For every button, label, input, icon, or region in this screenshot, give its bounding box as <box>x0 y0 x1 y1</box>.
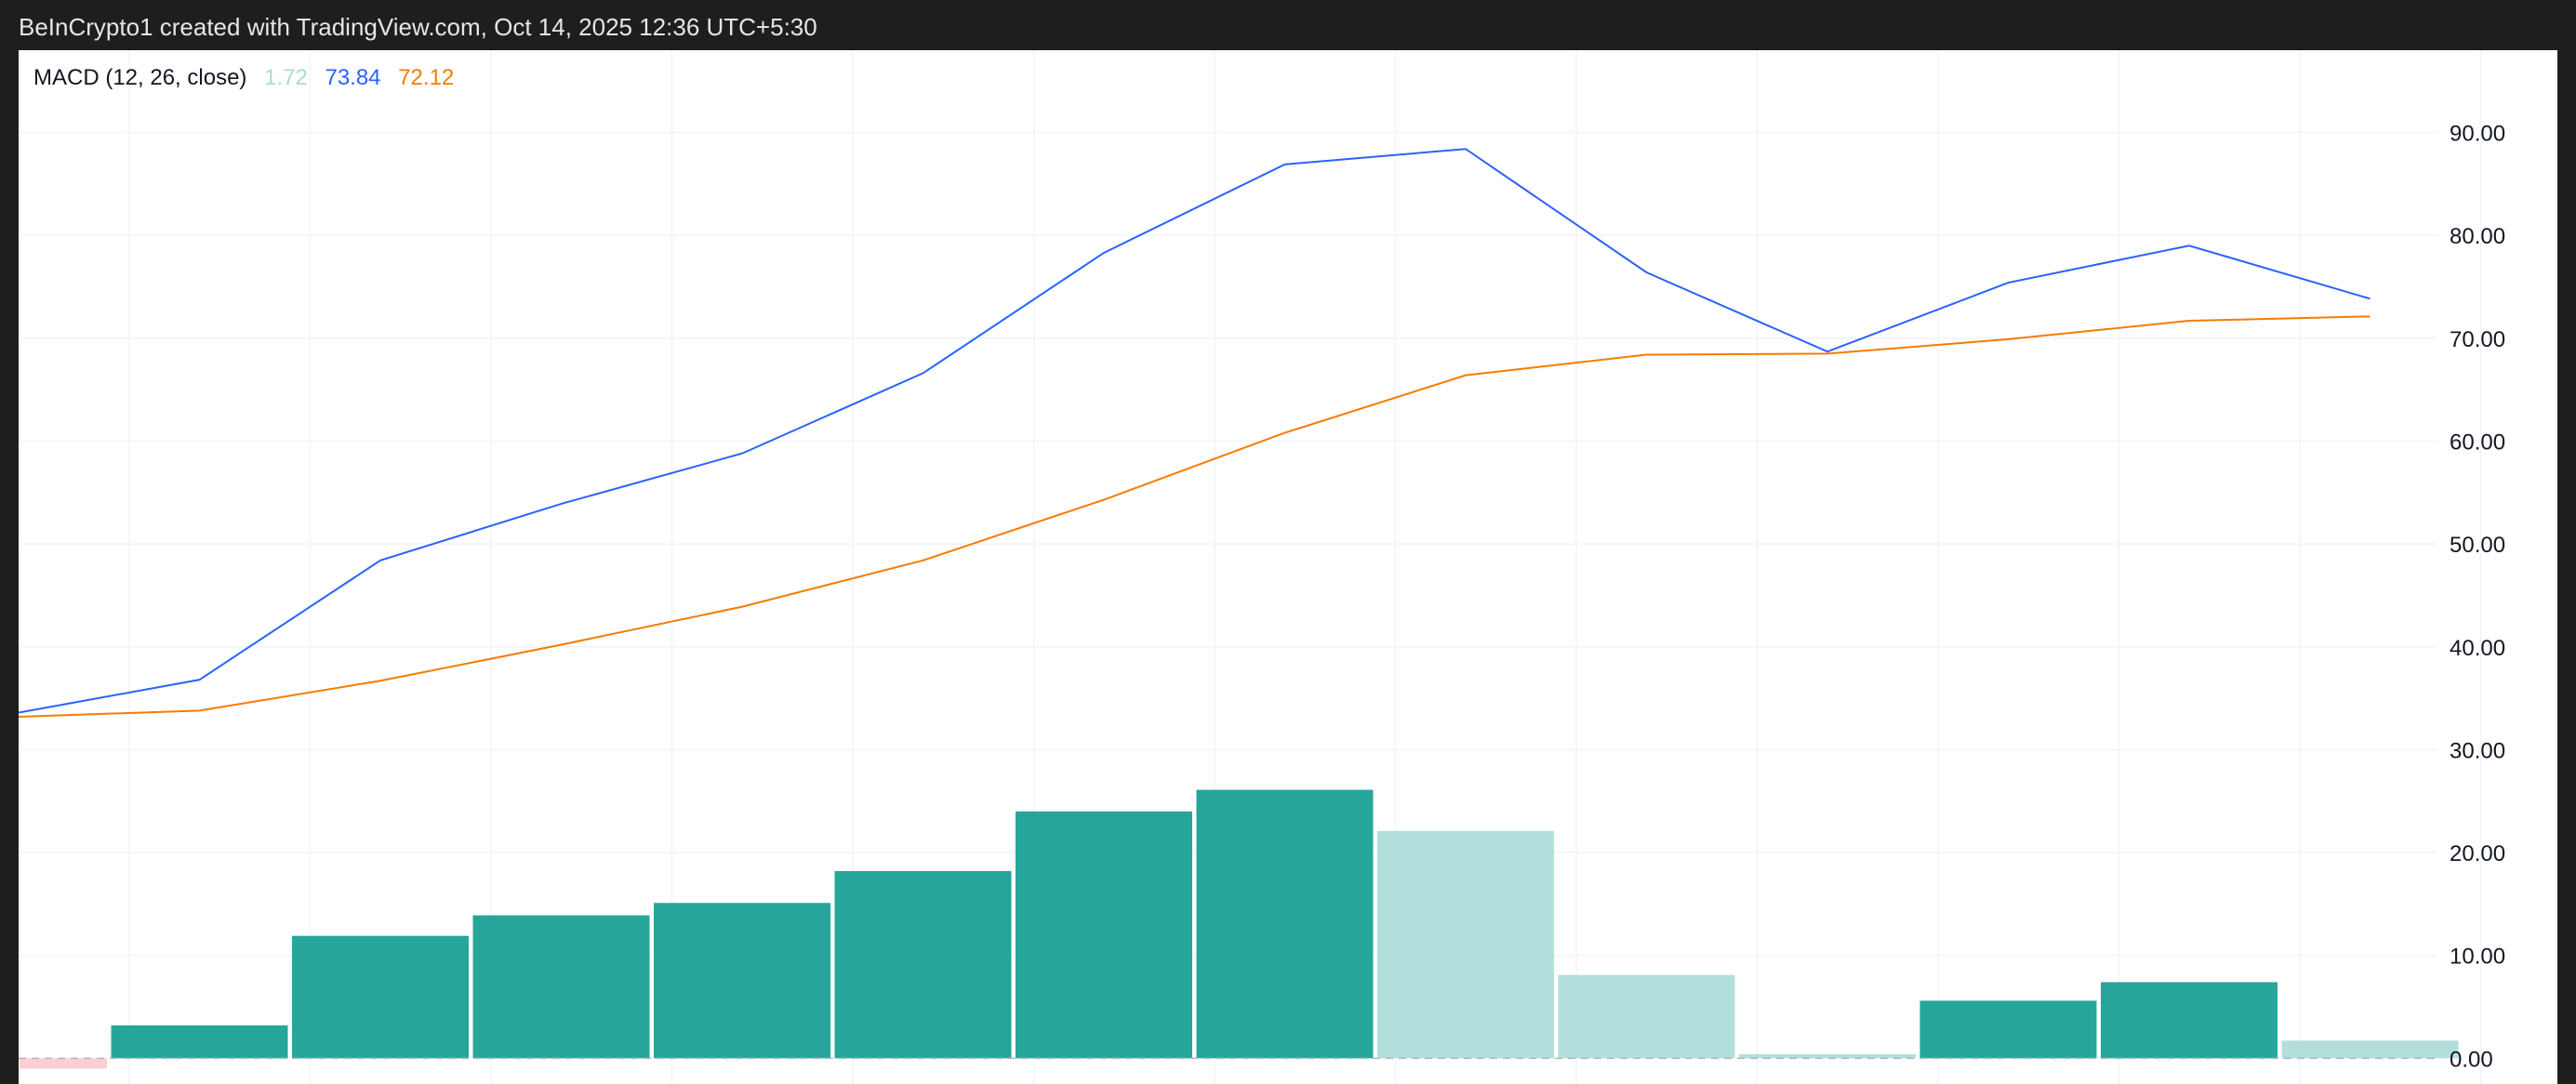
y-tick-label: 40.00 <box>2450 636 2505 661</box>
histogram-bar <box>472 915 650 1059</box>
histogram-bar <box>292 935 469 1059</box>
y-tick-label: 70.00 <box>2450 327 2505 352</box>
indicator-legend[interactable]: MACD (12, 26, close) 1.72 73.84 72.12 <box>33 65 465 91</box>
histogram-value: 1.72 <box>264 65 308 90</box>
histogram-bar <box>1196 789 1374 1059</box>
y-tick-label: 90.00 <box>2450 122 2505 147</box>
histogram-bar <box>1558 974 1735 1059</box>
y-tick-label: 0.00 <box>2450 1047 2493 1072</box>
histogram-bar <box>834 870 1012 1059</box>
histogram-bar <box>1377 830 1554 1059</box>
histogram-bar <box>1016 811 1192 1059</box>
histogram-bar <box>1919 1000 2097 1059</box>
histogram-bar <box>654 903 830 1059</box>
macd-panel: 90.00 80.00 70.00 60.00 50.00 40.00 30.00 20.00… <box>19 50 2557 1084</box>
grid <box>19 50 2482 1084</box>
credit-bar: BeInCrypto1 created with TradingView.com… <box>0 0 2576 50</box>
histogram-bar <box>2101 982 2277 1059</box>
macd-chart[interactable]: 90.00 80.00 70.00 60.00 50.00 40.00 30.00 20.00… <box>19 50 2557 1084</box>
y-tick-label: 20.00 <box>2450 841 2505 866</box>
y-tick-label: 80.00 <box>2450 224 2505 249</box>
histogram-bar <box>1739 1053 1916 1059</box>
indicator-name: MACD (12, 26, close) <box>33 65 247 90</box>
histogram-bar <box>2281 1040 2459 1059</box>
histogram-bar <box>20 1058 107 1069</box>
credit-text: BeInCrypto1 created with TradingView.com… <box>19 13 817 41</box>
y-tick-label: 60.00 <box>2450 430 2505 455</box>
y-tick-label: 30.00 <box>2450 738 2505 763</box>
y-tick-label: 10.00 <box>2450 945 2505 970</box>
signal-line <box>19 315 2370 718</box>
histogram-bars <box>20 789 2459 1069</box>
y-axis: 90.00 80.00 70.00 60.00 50.00 40.00 30.00 20.00… <box>2450 122 2505 1073</box>
histogram-bar <box>111 1025 288 1059</box>
macd-line <box>19 148 2370 714</box>
signal-value: 72.12 <box>398 65 455 90</box>
y-tick-label: 50.00 <box>2450 533 2505 558</box>
macd-value: 73.84 <box>325 65 381 90</box>
